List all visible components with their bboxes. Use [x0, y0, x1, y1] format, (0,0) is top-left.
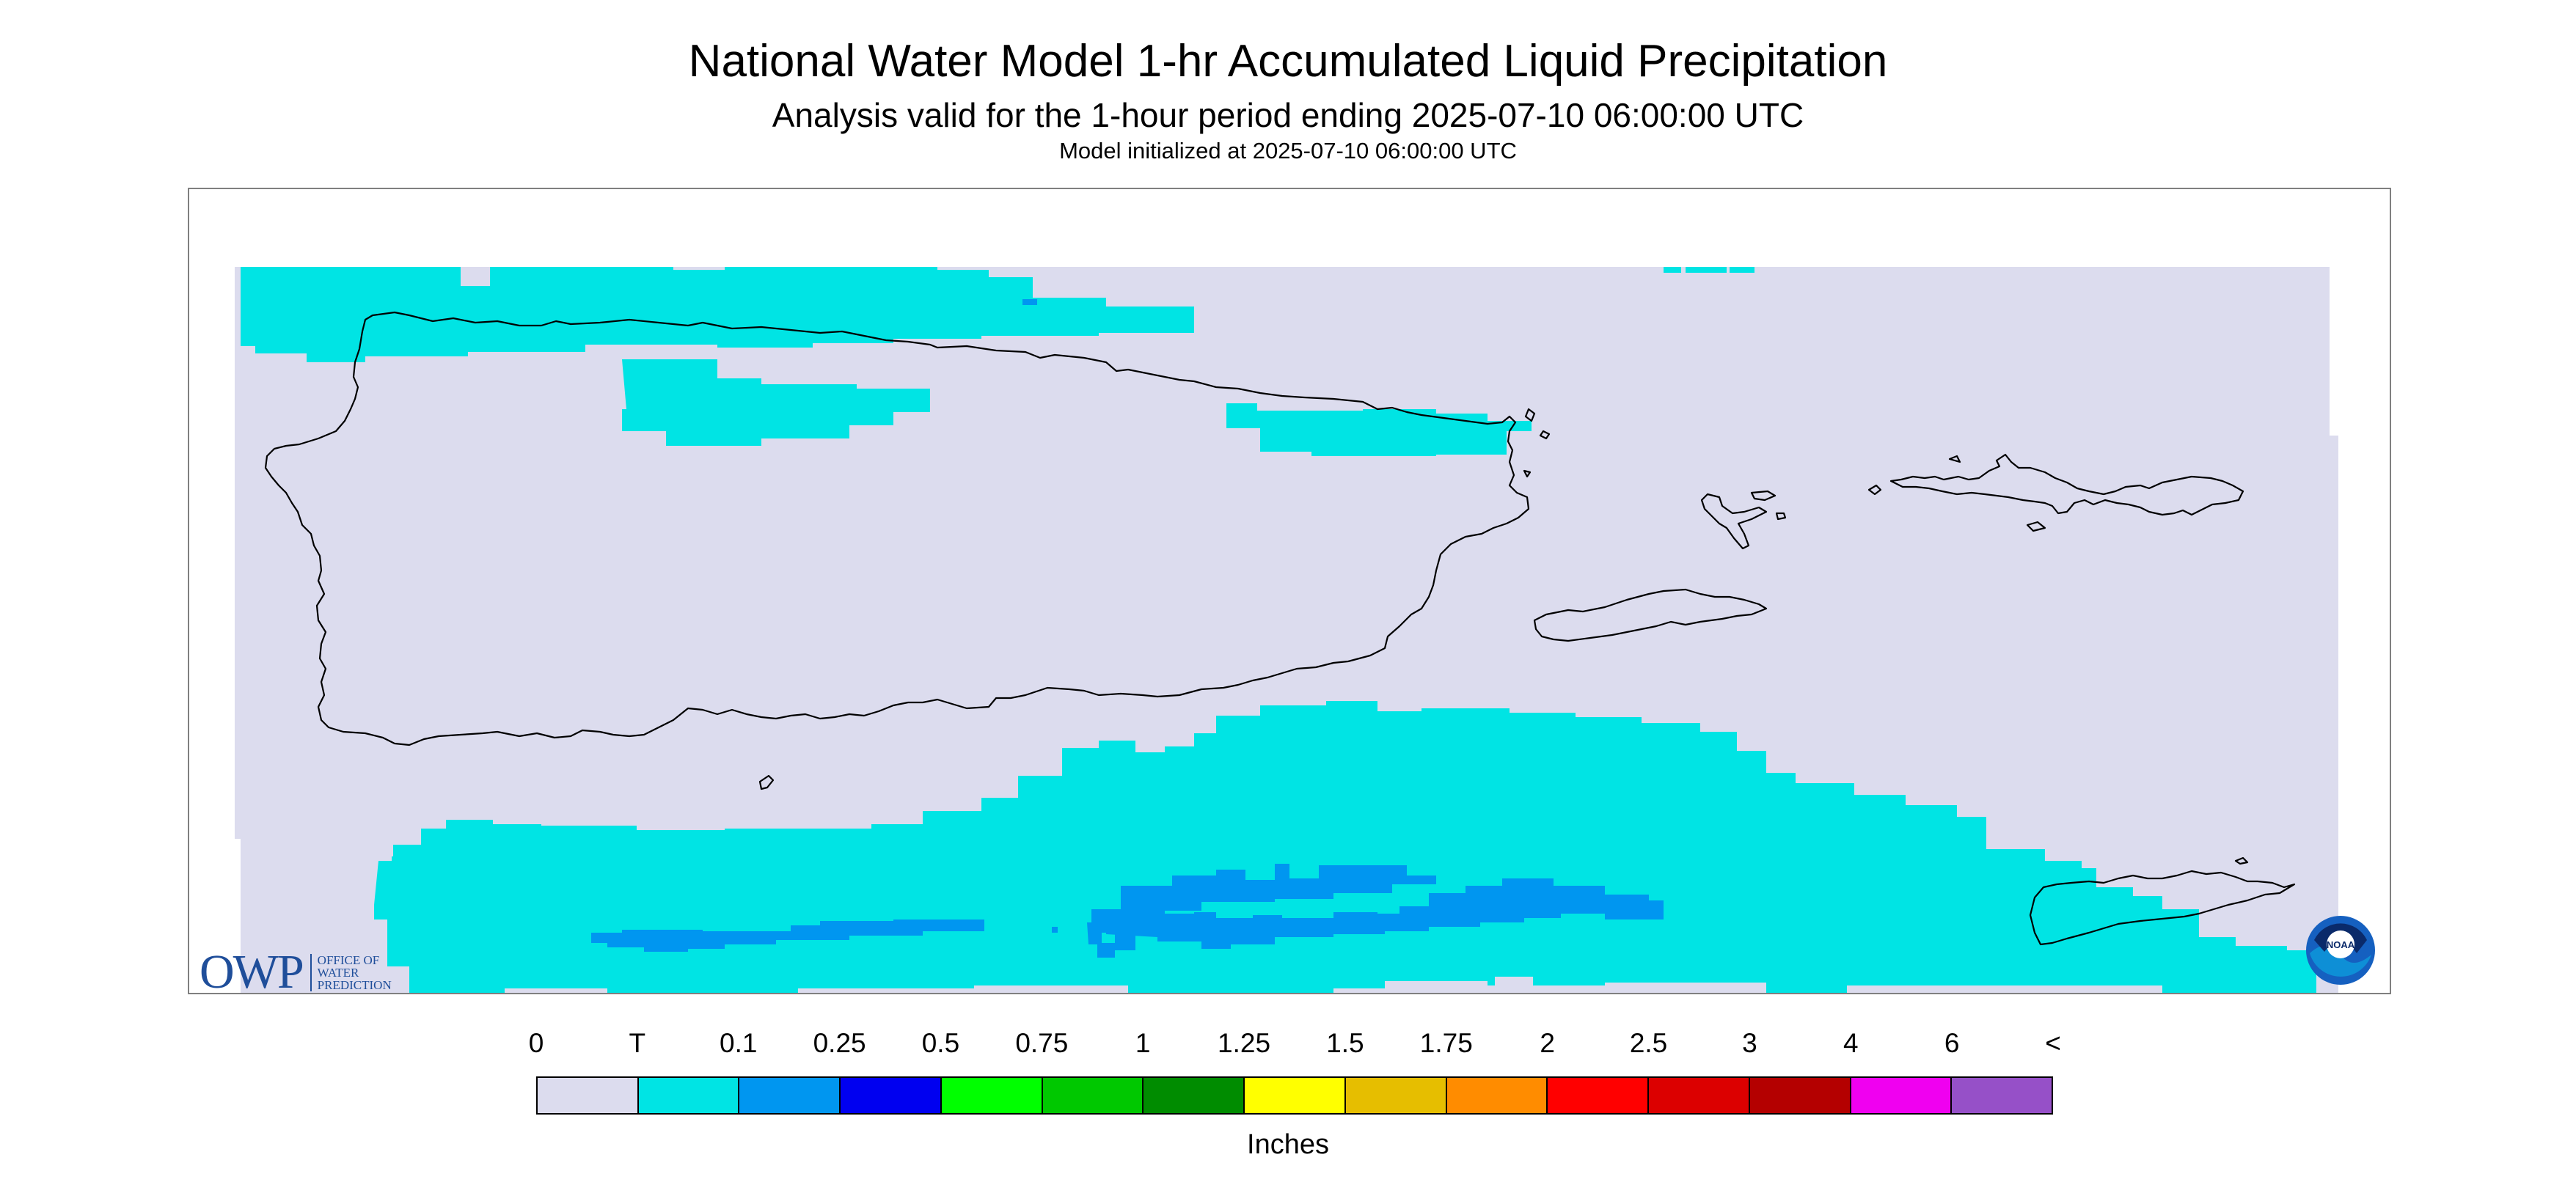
- owp-line3: PREDICTION: [317, 977, 392, 992]
- trace-precip-south: [374, 701, 2316, 993]
- legend-tick-label: T: [629, 1028, 646, 1058]
- coastline-st-croix: [2029, 870, 2296, 946]
- coastline-st-thomas-st-john: [1889, 453, 2244, 516]
- coastline-vieques: [1533, 588, 1768, 642]
- legend-tick-label: <: [2045, 1028, 2061, 1058]
- legend-colorbar: [536, 1076, 2053, 1115]
- legend-tick-label: 0.1: [720, 1028, 758, 1058]
- legend-swatch: [638, 1078, 740, 1113]
- legend-tick-label: 0.25: [813, 1028, 866, 1058]
- owp-letters: OWP: [200, 945, 304, 994]
- owp-line2: WATER: [317, 965, 359, 980]
- legend-labels: 0 T 0.1 0.25 0.5 0.75 1 1.25 1.5 1.75 2 2.5 3 4 6 <: [0, 1028, 2576, 1065]
- legend-swatch: [1749, 1078, 1851, 1113]
- map-frame: OWP OFFICE OF WATER PREDICTION NOAA: [188, 188, 2391, 994]
- map-subtitle: Analysis valid for the 1-hour period end…: [772, 96, 1804, 134]
- legend-tick-label: 1: [1135, 1028, 1151, 1058]
- legend-swatch: [1952, 1078, 2052, 1113]
- legend-swatch: [1649, 1078, 1750, 1113]
- legend-swatch: [1144, 1078, 1245, 1113]
- legend-tick-label: 0: [528, 1028, 544, 1058]
- legend-swatch: [841, 1078, 942, 1113]
- legend-tick-label: 1.5: [1326, 1028, 1364, 1058]
- legend-tick-label: 0.75: [1015, 1028, 1069, 1058]
- legend-tick-label: 6: [1944, 1028, 1960, 1058]
- precipitation-map: [189, 189, 2390, 993]
- legend-swatch: [1851, 1078, 1953, 1113]
- legend-swatch: [941, 1078, 1043, 1113]
- legend-swatch: [1042, 1078, 1144, 1113]
- light-precip-north-dot: [1022, 299, 1037, 305]
- legend-tick-label: 0.5: [921, 1028, 960, 1058]
- owp-subtext: OFFICE OF WATER PREDICTION: [310, 952, 392, 992]
- model-init-line: Model initialized at 2025-07-10 06:00:00…: [1059, 138, 1517, 164]
- coastline-culebra: [1700, 493, 1768, 550]
- light-precip-south: [591, 864, 1664, 958]
- legend-swatch: [538, 1078, 639, 1113]
- noaa-logo: NOAA: [2306, 916, 2375, 985]
- legend-swatch: [1245, 1078, 1346, 1113]
- legend-tick-label: 1.25: [1218, 1028, 1271, 1058]
- owp-logo: OWP OFFICE OF WATER PREDICTION: [200, 944, 392, 994]
- legend-tick-label: 4: [1843, 1028, 1859, 1058]
- noaa-logo-text: NOAA: [2327, 939, 2355, 950]
- legend-tick-label: 3: [1742, 1028, 1757, 1058]
- trace-precip-north: [241, 267, 1754, 456]
- legend-swatch: [1548, 1078, 1650, 1113]
- legend-swatch: [1446, 1078, 1548, 1113]
- coastline-culebrita: [1524, 408, 1536, 422]
- coastline-mona-desecheo: [758, 774, 775, 790]
- legend-swatch: [1345, 1078, 1447, 1113]
- coastlines: [264, 311, 2296, 946]
- map-title: National Water Model 1-hr Accumulated Li…: [688, 36, 1888, 87]
- legend-swatch: [739, 1078, 841, 1113]
- legend-tick-label: 2.5: [1629, 1028, 1668, 1058]
- legend-tick-label: 1.75: [1419, 1028, 1473, 1058]
- coastline-puerto-rico: [264, 311, 1530, 746]
- legend-units: Inches: [1247, 1129, 1329, 1160]
- owp-line1: OFFICE OF: [317, 952, 380, 967]
- legend-tick-label: 2: [1540, 1028, 1555, 1058]
